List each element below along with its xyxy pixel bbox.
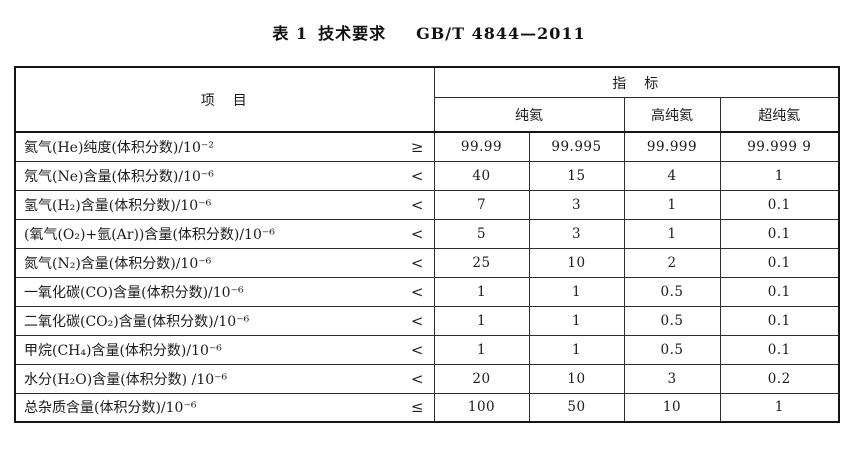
- relation-symbol: ≥: [410, 137, 424, 156]
- relation-symbol: <: [410, 195, 424, 214]
- value-cell: 100: [433, 392, 530, 423]
- value-cell: 10: [528, 363, 625, 394]
- value-cell: 1: [433, 334, 530, 365]
- value-cell: 3: [528, 189, 625, 220]
- value-cell: 50: [528, 392, 625, 423]
- item-cell: 氮气(N₂)含量(体积分数)/10⁻⁶ <: [14, 247, 435, 278]
- value-cell: 3: [528, 218, 625, 249]
- value-cell: 0.2: [719, 363, 840, 394]
- item-cell: 总杂质含量(体积分数)/10⁻⁶ ≤: [14, 392, 435, 423]
- item-cell: (氧气(O₂)+氩(Ar))含量(体积分数)/10⁻⁶ <: [14, 218, 435, 249]
- table-row: 一氧化碳(CO)含量(体积分数)/10⁻⁶ < 1 1 0.5 0.1: [14, 276, 840, 307]
- relation-symbol: ≤: [410, 398, 424, 417]
- table-row: 氖气(Ne)含量(体积分数)/10⁻⁶ < 40 15 4 1: [14, 160, 840, 191]
- item-cell: 氦气(He)纯度(体积分数)/10⁻² ≥: [14, 131, 435, 162]
- item-label: 氮气(N₂)含量(体积分数)/10⁻⁶: [24, 255, 212, 272]
- value-cell: 40: [433, 160, 530, 191]
- relation-symbol: <: [410, 282, 424, 301]
- table-title: 表 1 技术要求 GB/T 4844—2011: [0, 20, 858, 44]
- header-col-ultra-pure-helium: 超纯氦: [719, 97, 840, 133]
- value-cell: 10: [528, 247, 625, 278]
- value-cell: 20: [433, 363, 530, 394]
- table-row: 二氧化碳(CO₂)含量(体积分数)/10⁻⁶ < 1 1 0.5 0.1: [14, 305, 840, 336]
- value-cell: 1: [719, 392, 840, 423]
- table-row: (氧气(O₂)+氩(Ar))含量(体积分数)/10⁻⁶ < 5 3 1 0.1: [14, 218, 840, 249]
- header-row-sub: 纯氦 高纯氦 超纯氦: [15, 97, 840, 133]
- item-cell: 二氧化碳(CO₂)含量(体积分数)/10⁻⁶ <: [14, 305, 435, 336]
- value-cell: 0.5: [623, 276, 721, 307]
- value-cell: 3: [623, 363, 721, 394]
- value-cell: 0.1: [719, 305, 840, 336]
- relation-symbol: <: [410, 311, 424, 330]
- spec-table: 项 目 指 标 纯氦 高纯氦 超纯氦 氦气(He)纯度(体积分数)/10⁻² ≥ …: [14, 66, 840, 423]
- value-cell: 0.1: [719, 189, 840, 220]
- item-cell: 氢气(H₂)含量(体积分数)/10⁻⁶ <: [14, 189, 435, 220]
- value-cell: 0.1: [719, 218, 840, 249]
- header-item: 项 目: [14, 66, 435, 133]
- table-row: 甲烷(CH₄)含量(体积分数)/10⁻⁶ < 1 1 0.5 0.1: [14, 334, 840, 365]
- value-cell: 5: [433, 218, 530, 249]
- value-cell: 7: [433, 189, 530, 220]
- spec-table-container: 项 目 指 标 纯氦 高纯氦 超纯氦 氦气(He)纯度(体积分数)/10⁻² ≥ …: [14, 66, 840, 423]
- relation-symbol: <: [410, 166, 424, 185]
- value-cell: 99.995: [528, 131, 625, 162]
- value-cell: 25: [433, 247, 530, 278]
- item-label: 二氧化碳(CO₂)含量(体积分数)/10⁻⁶: [24, 313, 250, 330]
- relation-symbol: <: [410, 369, 424, 388]
- item-label: 一氧化碳(CO)含量(体积分数)/10⁻⁶: [24, 284, 244, 301]
- value-cell: 0.1: [719, 247, 840, 278]
- item-cell: 氖气(Ne)含量(体积分数)/10⁻⁶ <: [14, 160, 435, 191]
- value-cell: 2: [623, 247, 721, 278]
- value-cell: 99.99: [433, 131, 530, 162]
- value-cell: 1: [433, 276, 530, 307]
- value-cell: 99.999: [623, 131, 721, 162]
- table-row: 氦气(He)纯度(体积分数)/10⁻² ≥ 99.99 99.995 99.999…: [14, 131, 840, 162]
- value-cell: 99.999 9: [719, 131, 840, 162]
- value-cell: 10: [623, 392, 721, 423]
- item-cell: 一氧化碳(CO)含量(体积分数)/10⁻⁶ <: [14, 276, 435, 307]
- header-index-group: 指 标: [433, 66, 840, 98]
- item-label: 氢气(H₂)含量(体积分数)/10⁻⁶: [24, 197, 212, 214]
- table-number: 表 1: [272, 24, 309, 43]
- value-cell: 1: [623, 218, 721, 249]
- value-cell: 0.5: [623, 334, 721, 365]
- table-title-text: 技术要求: [318, 24, 387, 43]
- value-cell: 4: [623, 160, 721, 191]
- table-row: 氢气(H₂)含量(体积分数)/10⁻⁶ < 7 3 1 0.1: [14, 189, 840, 220]
- value-cell: 0.1: [719, 276, 840, 307]
- header-col-pure-helium: 纯氦: [433, 97, 625, 133]
- value-cell: 1: [719, 160, 840, 191]
- item-cell: 甲烷(CH₄)含量(体积分数)/10⁻⁶ <: [14, 334, 435, 365]
- value-cell: 1: [623, 189, 721, 220]
- item-label: 氖气(Ne)含量(体积分数)/10⁻⁶: [24, 168, 214, 185]
- relation-symbol: <: [410, 340, 424, 359]
- item-label: (氧气(O₂)+氩(Ar))含量(体积分数)/10⁻⁶: [24, 226, 275, 243]
- item-label: 总杂质含量(体积分数)/10⁻⁶: [24, 400, 197, 417]
- item-cell: 水分(H₂O)含量(体积分数) /10⁻⁶ <: [14, 363, 435, 394]
- relation-symbol: <: [410, 224, 424, 243]
- table-row: 氮气(N₂)含量(体积分数)/10⁻⁶ < 25 10 2 0.1: [14, 247, 840, 278]
- header-col-high-purity-helium: 高纯氦: [623, 97, 721, 133]
- relation-symbol: <: [410, 253, 424, 272]
- item-label: 甲烷(CH₄)含量(体积分数)/10⁻⁶: [24, 342, 222, 359]
- table-row: 水分(H₂O)含量(体积分数) /10⁻⁶ < 20 10 3 0.2: [14, 363, 840, 394]
- value-cell: 1: [528, 334, 625, 365]
- value-cell: 0.1: [719, 334, 840, 365]
- value-cell: 1: [528, 305, 625, 336]
- value-cell: 1: [433, 305, 530, 336]
- standard-number: GB/T 4844—2011: [416, 24, 586, 43]
- table-row: 总杂质含量(体积分数)/10⁻⁶ ≤ 100 50 10 1: [14, 392, 840, 423]
- item-label: 水分(H₂O)含量(体积分数) /10⁻⁶: [24, 371, 228, 388]
- value-cell: 1: [528, 276, 625, 307]
- value-cell: 15: [528, 160, 625, 191]
- item-label: 氦气(He)纯度(体积分数)/10⁻²: [24, 139, 214, 156]
- value-cell: 0.5: [623, 305, 721, 336]
- header-row-group: 项 目 指 标: [14, 66, 840, 133]
